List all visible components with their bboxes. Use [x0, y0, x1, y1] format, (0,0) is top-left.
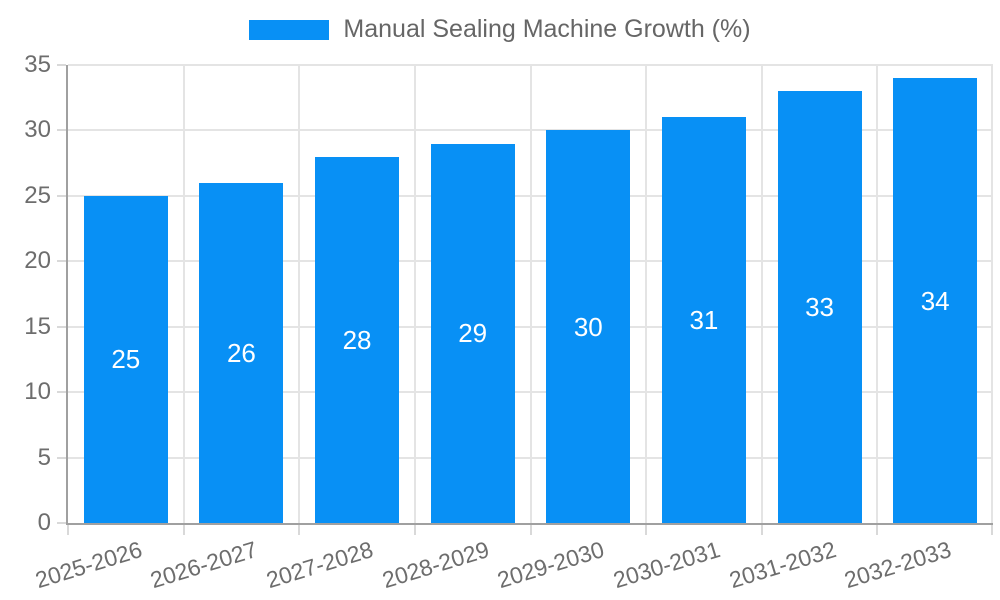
y-axis-label: 20 [24, 247, 51, 275]
x-tick [645, 525, 648, 535]
bar-2027-2028[interactable]: 28 [315, 156, 400, 523]
y-tick [57, 325, 66, 328]
bar-2031-2032[interactable]: 33 [777, 91, 862, 523]
x-tick [67, 525, 69, 535]
x-tick [529, 525, 532, 535]
bar-value-label: 31 [689, 305, 719, 336]
y-tick [57, 129, 66, 132]
x-axis-label: 2032-2033 [841, 536, 955, 594]
bar-2030-2031[interactable]: 31 [661, 117, 746, 523]
y-tick [57, 64, 66, 66]
y-tick [57, 456, 66, 459]
y-axis-label: 15 [24, 312, 51, 340]
bar-value-label: 34 [920, 285, 950, 316]
legend-label: Manual Sealing Machine Growth (%) [343, 15, 751, 43]
y-tick [57, 391, 66, 394]
plot-area: 25 26 28 29 30 31 33 34 [68, 64, 993, 523]
gridline-v [413, 65, 416, 523]
x-axis-label: 2031-2032 [725, 536, 839, 594]
bar-2029-2030[interactable]: 30 [546, 130, 631, 523]
x-axis-label: 2027-2028 [263, 536, 377, 594]
gridline-v [298, 65, 301, 523]
y-tick [57, 522, 66, 524]
y-axis-label: 10 [24, 378, 51, 406]
y-axis-label: 25 [24, 181, 51, 209]
bar-2032-2033[interactable]: 34 [893, 78, 978, 523]
gridline-v [529, 65, 532, 523]
legend-swatch-icon [249, 19, 330, 40]
bar-value-label: 25 [111, 344, 141, 375]
x-axis-label: 2025-2026 [32, 536, 145, 594]
x-axis-label: 2029-2030 [494, 536, 608, 594]
y-axis-line [66, 65, 68, 523]
x-axis-label: 2030-2031 [610, 536, 723, 594]
y-axis-label: 30 [24, 116, 51, 144]
gridline-v [876, 65, 879, 523]
y-axis-label: 0 [37, 509, 51, 536]
legend[interactable]: Manual Sealing Machine Growth (%) [0, 15, 1000, 44]
gridline-v [760, 65, 763, 523]
bar-2028-2029[interactable]: 29 [430, 143, 515, 523]
x-tick [991, 525, 993, 535]
gridline-v [182, 65, 185, 523]
y-axis-label: 5 [37, 443, 51, 471]
bar-2025-2026[interactable]: 25 [83, 195, 168, 523]
y-tick [57, 260, 66, 263]
gridline-v [645, 65, 648, 523]
x-tick [298, 525, 301, 535]
bar-2026-2027[interactable]: 26 [199, 182, 284, 523]
bar-value-label: 26 [226, 337, 256, 368]
bar-value-label: 29 [458, 318, 488, 349]
x-axis-label: 2026-2027 [147, 536, 261, 594]
y-axis-label: 35 [24, 51, 51, 78]
bar-value-label: 28 [342, 324, 372, 355]
bar-value-label: 30 [573, 311, 603, 342]
y-tick [57, 194, 66, 197]
gridline-v [991, 65, 993, 523]
x-tick [182, 525, 185, 535]
x-tick [413, 525, 416, 535]
x-axis-label: 2028-2029 [378, 536, 492, 594]
x-tick [760, 525, 763, 535]
x-axis-line [66, 523, 993, 525]
bar-value-label: 33 [805, 292, 835, 323]
x-tick [876, 525, 879, 535]
